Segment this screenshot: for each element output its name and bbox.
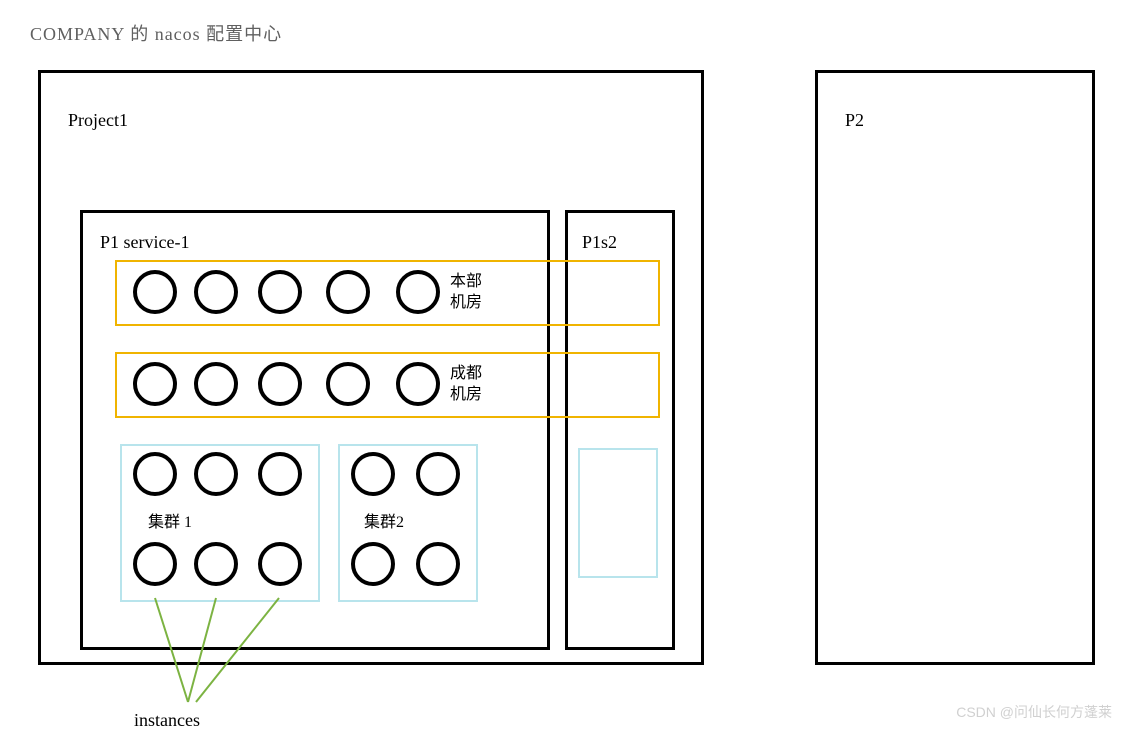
instance-circle: [133, 362, 177, 406]
instance-circle: [396, 270, 440, 314]
instance-circle: [133, 452, 177, 496]
p1s2-label: P1s2: [582, 232, 617, 253]
instance-circle: [133, 542, 177, 586]
project1-label: Project1: [68, 110, 128, 131]
yellow-row-1-label: 本部机房: [450, 272, 482, 314]
instance-circle: [258, 362, 302, 406]
instance-circle: [416, 452, 460, 496]
page-title: COMPANY 的 nacos 配置中心: [30, 20, 282, 46]
instance-circle: [258, 270, 302, 314]
instance-circle: [396, 362, 440, 406]
cluster-2-label: 集群2: [364, 508, 404, 532]
instance-circle: [133, 270, 177, 314]
watermark: CSDN @问仙长何方蓬莱: [956, 702, 1112, 722]
instance-circle: [194, 542, 238, 586]
instance-circle: [351, 542, 395, 586]
instances-label: instances: [134, 710, 200, 731]
service1-label: P1 service-1: [100, 232, 189, 253]
instance-circle: [258, 452, 302, 496]
instance-circle: [194, 452, 238, 496]
instance-circle: [326, 362, 370, 406]
instance-circle: [351, 452, 395, 496]
instance-circle: [194, 270, 238, 314]
instance-circle: [326, 270, 370, 314]
p1s2-small-box: [578, 448, 658, 578]
instance-circle: [416, 542, 460, 586]
project2-label: P2: [845, 110, 864, 131]
instance-circle: [194, 362, 238, 406]
instance-circle: [258, 542, 302, 586]
yellow-row-2-label: 成都机房: [450, 364, 482, 406]
cluster-1-label: 集群 1: [148, 508, 192, 532]
project2-box: [815, 70, 1095, 665]
